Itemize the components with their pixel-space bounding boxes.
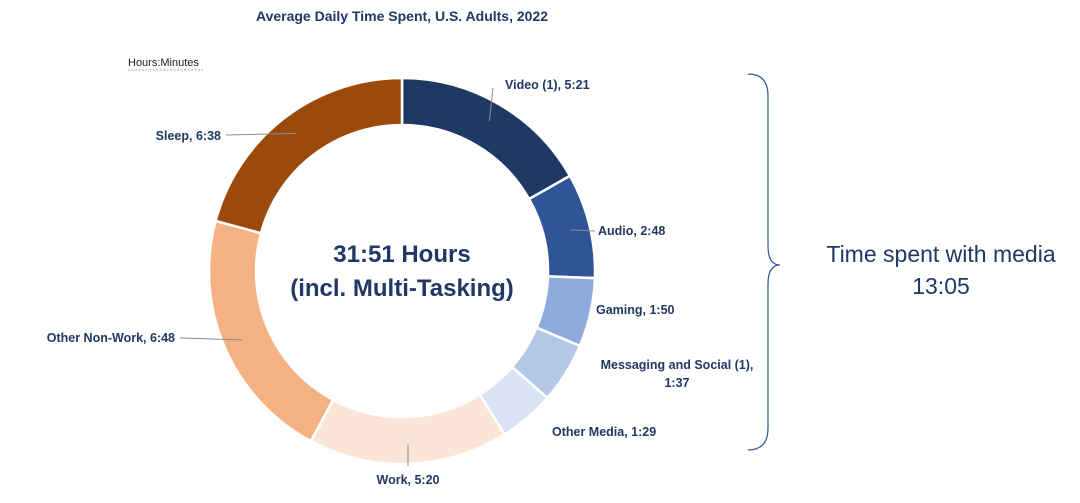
center-label-line2: (incl. Multi-Tasking) <box>290 275 514 302</box>
label-messaging-and-social: Messaging and Social (1), 1:37 <box>601 358 754 390</box>
leader-line-sleep <box>225 132 297 136</box>
label-other-media: Other Media, 1:29 <box>552 425 656 439</box>
label-sleep: Sleep, 6:38 <box>156 129 221 143</box>
media-time-label: Time spent with media <box>826 241 1055 267</box>
label-audio: Audio, 2:48 <box>598 224 665 238</box>
segment-sleep <box>214 76 404 235</box>
media-time-value: 13:05 <box>912 273 970 299</box>
leader-line-video <box>488 87 494 122</box>
leader-lines <box>179 87 596 467</box>
label-work: Work, 5:20 <box>377 473 440 487</box>
units-note: Hours:Minutes <box>128 57 199 69</box>
leader-line-audio <box>570 229 596 232</box>
segment-labels: Video (1), 5:21 Audio, 2:48 Gaming, 1:50 Me… <box>47 78 754 487</box>
label-video: Video (1), 5:21 <box>505 78 590 92</box>
label-gaming: Gaming, 1:50 <box>596 303 675 317</box>
label-other-non-work: Other Non-Work, 6:48 <box>47 331 175 345</box>
media-bracket <box>747 73 781 451</box>
segment-video <box>400 76 572 201</box>
chart-title: Average Daily Time Spent, U.S. Adults, 2… <box>256 8 548 24</box>
center-label-line1: 31:51 Hours <box>333 241 470 268</box>
leader-line-other-non-work <box>179 337 243 341</box>
donut-segments <box>207 76 597 466</box>
segment-other-non-work <box>207 219 335 443</box>
